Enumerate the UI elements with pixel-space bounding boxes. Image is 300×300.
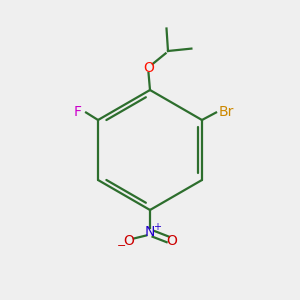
Text: O: O (166, 234, 177, 248)
Text: N: N (145, 226, 155, 239)
Text: −: − (117, 241, 127, 251)
Text: Br: Br (219, 105, 234, 118)
Text: O: O (123, 234, 134, 248)
Text: F: F (73, 105, 81, 118)
Text: O: O (143, 61, 154, 74)
Text: +: + (153, 222, 160, 232)
